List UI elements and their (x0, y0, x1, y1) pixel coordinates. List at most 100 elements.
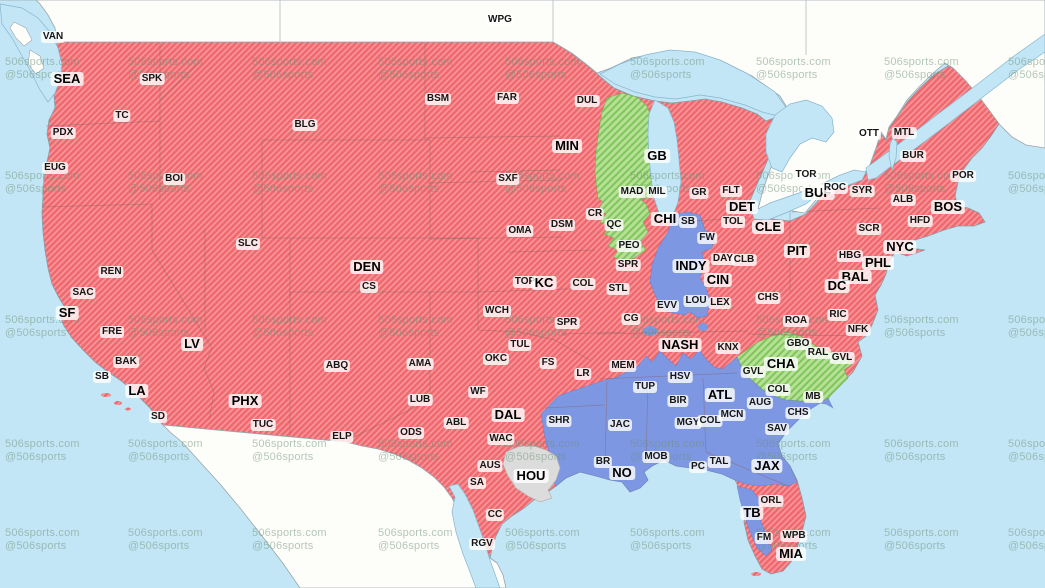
market-label-pit: PIT (783, 244, 811, 258)
market-label-clb: CLB (731, 254, 757, 266)
market-label-pdx: PDX (50, 127, 76, 139)
market-label-alb: ALB (890, 194, 916, 206)
market-label-bir: BIR (667, 395, 689, 407)
market-label-ott: OTT (857, 128, 881, 140)
market-label-abq: ABQ (323, 360, 351, 372)
market-label-shr: SHR (546, 415, 572, 427)
market-label-ral: RAL (805, 347, 831, 359)
market-label-hfd: HFD (907, 215, 933, 227)
market-label-sb: SB (93, 371, 111, 383)
market-label-sav: SAV (765, 423, 789, 435)
market-label-okc: OKC (482, 353, 510, 365)
region-blue-pocket-2 (698, 323, 708, 331)
market-label-mcn: MCN (718, 409, 746, 421)
market-label-dul: DUL (574, 95, 600, 107)
market-label-sxf: SXF (496, 173, 520, 185)
market-label-bur: BUR (900, 150, 926, 162)
market-label-orl: ORL (758, 495, 784, 507)
market-label-pc: PC (689, 461, 707, 473)
market-label-wf: WF (468, 386, 488, 398)
market-label-gr: GR (689, 187, 709, 199)
market-label-kc: KC (531, 276, 557, 290)
market-label-tc: TC (113, 110, 131, 122)
market-label-col: COL (697, 415, 723, 427)
market-label-rgv: RGV (469, 538, 495, 550)
market-label-det: DET (726, 200, 758, 214)
market-label-elp: ELP (330, 431, 354, 443)
market-label-gvl: GVL (829, 352, 855, 364)
market-label-indy: INDY (672, 259, 710, 273)
market-label-sf: SF (55, 306, 79, 320)
gulf-of-california (448, 483, 501, 588)
market-label-atl: ATL (704, 388, 736, 402)
market-label-mb: MB (803, 391, 823, 403)
market-label-cin: CIN (703, 273, 733, 287)
market-label-oma: OMA (506, 225, 534, 237)
market-label-mad: MAD (618, 186, 646, 198)
market-label-gvl: GVL (740, 366, 766, 378)
market-label-bos: BOS (930, 200, 966, 214)
gulf-island (27, 49, 45, 75)
market-label-no: NO (609, 466, 635, 480)
lake-champlain (888, 137, 898, 172)
market-label-nash: NASH (658, 338, 702, 352)
market-label-min: MIN (552, 139, 582, 153)
market-label-fw: FW (697, 232, 717, 244)
market-label-tal: TAL (707, 456, 731, 468)
market-label-fre: FRE (100, 326, 124, 338)
market-label-cc: CC (485, 509, 505, 521)
lake-huron (765, 99, 835, 173)
market-label-knx: KNX (715, 342, 741, 354)
market-label-sac: SAC (70, 287, 96, 299)
market-label-spr: SPR (615, 259, 641, 271)
market-label-sa: SA (468, 477, 486, 489)
market-label-den: DEN (350, 260, 384, 274)
market-label-flt: FLT (720, 185, 742, 197)
market-label-stl: STL (606, 283, 630, 295)
market-label-bsm: BSM (424, 93, 452, 105)
market-label-abl: ABL (443, 417, 469, 429)
market-label-lv: LV (181, 337, 203, 351)
market-label-cg: CG (621, 313, 641, 325)
market-label-top: TOP (512, 276, 538, 288)
market-label-hou: HOU (513, 469, 549, 483)
market-label-dc: DC (824, 279, 850, 293)
market-label-jax: JAX (751, 459, 783, 473)
province-borders (279, 0, 807, 55)
small-islands (101, 393, 761, 576)
market-label-fm: FM (754, 532, 774, 544)
market-label-chs: CHS (755, 292, 781, 304)
market-label-hsv: HSV (667, 371, 693, 383)
market-label-dal: DAL (491, 408, 525, 422)
market-label-nyc: NYC (883, 240, 917, 254)
market-label-aus: AUS (477, 460, 503, 472)
market-label-evv: EVV (654, 300, 680, 312)
market-label-lub: LUB (407, 394, 433, 406)
market-label-spk: SPK (139, 73, 165, 85)
market-label-wpb: WPB (780, 530, 808, 542)
market-label-mia: MIA (776, 547, 806, 561)
market-label-wpg: WPG (486, 14, 514, 26)
market-label-sb: SB (679, 216, 697, 228)
market-label-col: COL (570, 278, 596, 290)
market-label-syr: SYR (849, 185, 875, 197)
market-label-la: LA (125, 384, 149, 398)
market-label-por: POR (950, 170, 976, 182)
market-label-mob: MOB (642, 451, 670, 463)
market-label-day: DAY (710, 253, 736, 265)
market-label-cs: CS (360, 281, 378, 293)
market-label-roa: ROA (782, 315, 810, 327)
market-label-col: COL (765, 384, 791, 396)
market-label-van: VAN (40, 31, 66, 43)
market-label-qc: QC (604, 219, 624, 231)
market-label-ric: RIC (827, 309, 849, 321)
market-label-lex: LEX (708, 297, 732, 309)
market-label-ods: ODS (398, 427, 424, 439)
market-label-wac: WAC (487, 433, 515, 445)
market-label-sea: SEA (50, 72, 84, 86)
market-label-jac: JAC (607, 419, 633, 431)
market-label-mgy: MGY (674, 417, 702, 429)
market-label-roc: ROC (821, 182, 849, 194)
